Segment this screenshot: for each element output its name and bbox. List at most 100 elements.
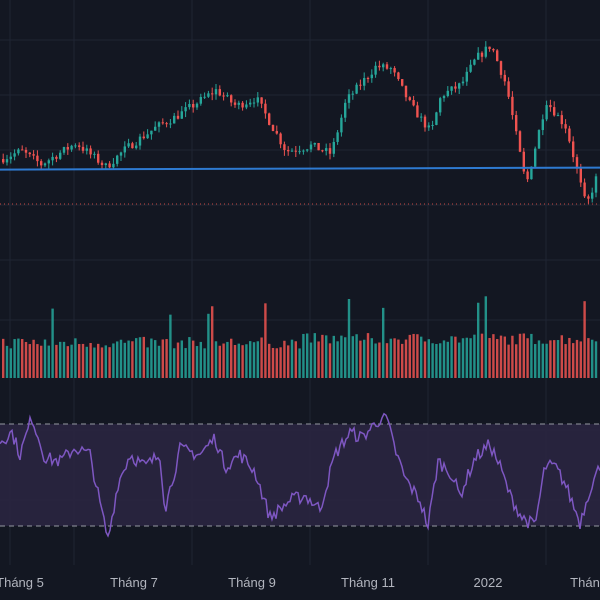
candle-body <box>100 162 104 166</box>
candle-body <box>294 150 297 152</box>
candle-body <box>446 90 449 97</box>
candle-body <box>344 102 347 118</box>
candle-body <box>283 144 286 151</box>
x-tick-label: Tháng 11 <box>341 575 395 590</box>
candle-body <box>507 81 510 97</box>
volume-bar <box>271 347 275 378</box>
volume-bar <box>355 334 358 378</box>
candle-body <box>518 131 522 152</box>
volume-bar <box>412 333 415 378</box>
volume-bar <box>427 339 430 378</box>
candle-body <box>545 105 548 120</box>
candle-body <box>214 89 218 95</box>
volume-bar <box>17 338 20 378</box>
volume-bar <box>317 341 320 378</box>
volume-bar <box>374 343 377 378</box>
volume-bar <box>332 335 335 378</box>
volume-bar <box>97 343 100 378</box>
candle-body <box>268 113 271 125</box>
candle-body <box>366 78 370 80</box>
volume-bar <box>564 344 567 378</box>
volume-bar <box>24 341 28 378</box>
candle-body <box>17 149 20 154</box>
candle-body <box>477 52 480 60</box>
volume-bar <box>195 346 199 378</box>
candle-body <box>439 98 442 113</box>
volume-bar <box>336 341 339 378</box>
candle-body <box>492 49 495 51</box>
candle-body <box>488 46 491 50</box>
volume-bar <box>306 333 309 378</box>
candle-body <box>2 159 5 163</box>
candle-body <box>154 126 157 131</box>
volume-bar <box>458 342 461 378</box>
candle-body <box>40 161 43 166</box>
candle-body <box>241 102 244 108</box>
volume-bar <box>161 339 164 378</box>
candle-body <box>321 150 324 152</box>
candle-body <box>260 97 263 104</box>
volume-bar <box>36 344 39 378</box>
candle-body <box>112 163 115 168</box>
volume-bar <box>496 339 499 378</box>
volume-bar <box>169 314 172 378</box>
x-axis: Tháng 5 Tháng 7 Tháng 9 Tháng 11 2022 Th… <box>0 575 600 590</box>
candle-body <box>480 52 484 57</box>
candle-body <box>93 153 96 155</box>
volume-bar <box>363 339 366 378</box>
candle-body <box>131 143 134 149</box>
volume-bar <box>256 341 259 378</box>
volume-bar <box>13 339 16 378</box>
candle-body <box>211 93 214 95</box>
volume-bar <box>165 339 168 378</box>
rsi-layer <box>0 412 600 538</box>
volume-bar <box>347 298 351 378</box>
volume-bar <box>591 339 594 378</box>
candle-body <box>347 94 351 103</box>
candle-body <box>287 150 290 152</box>
volume-bar <box>222 343 225 378</box>
candle-body <box>378 65 381 68</box>
volume-bar <box>484 296 487 378</box>
volume-bar <box>157 345 161 378</box>
volume-bar <box>325 335 328 378</box>
candle-body <box>127 143 130 147</box>
candle-body <box>138 136 142 146</box>
horizontal-reference-line <box>0 166 600 171</box>
volume-bar <box>431 343 434 378</box>
volume-bar <box>378 342 381 378</box>
volume-bar <box>108 347 111 378</box>
x-tick-label: Tháng 5 <box>0 575 44 590</box>
candle-body <box>59 152 62 159</box>
volume-bar <box>51 308 54 378</box>
candle-body <box>306 149 309 151</box>
candle-body <box>526 171 529 180</box>
volume-bar <box>226 341 229 378</box>
volume-bar <box>408 334 411 378</box>
rsi-band-layer <box>0 423 600 527</box>
candle-body <box>450 86 453 91</box>
volume-bar <box>423 341 427 378</box>
candle-body <box>575 157 579 169</box>
volume-bar <box>344 337 347 378</box>
volume-bar <box>40 345 43 378</box>
x-tick-label: Thán <box>570 575 600 590</box>
candle-body <box>249 102 252 105</box>
volume-bar <box>176 342 180 378</box>
volume-bar <box>135 338 138 378</box>
volume-bar <box>74 338 77 378</box>
candle-body <box>515 115 518 132</box>
candle-body <box>340 117 343 133</box>
candle-body <box>351 93 354 95</box>
volume-bar <box>553 340 556 378</box>
candle-body <box>123 146 126 153</box>
candle-body <box>423 116 427 128</box>
candle-body <box>279 133 282 145</box>
volume-bar <box>116 341 119 378</box>
volume-bar <box>131 341 134 378</box>
volume-bar <box>507 344 510 378</box>
x-tick-label: Tháng 7 <box>110 575 158 590</box>
volume-bar <box>477 302 480 378</box>
candle-body <box>442 96 446 99</box>
volume-bar <box>104 345 107 378</box>
